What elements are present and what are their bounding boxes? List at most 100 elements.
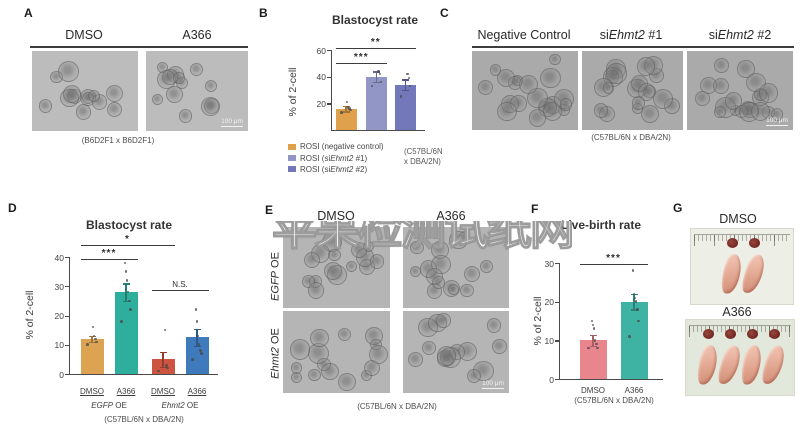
data-point [590,319,594,323]
panel-c-header-rule [472,46,794,48]
data-point [194,308,198,311]
embryo-blob [492,339,507,354]
data-point [120,320,123,323]
embryo-blob [467,369,481,384]
panel-b-legend: ROSI (negative control) ROSI (siEhmt2 #1… [288,141,384,175]
y-tick-mark [65,374,69,376]
significance-label: *** [606,253,621,264]
group-label: Ehmt2 OE [161,401,199,410]
data-point [92,334,96,338]
embryo-blob [640,104,659,123]
placenta [768,329,780,339]
y-tick-mark [65,286,69,288]
error-bar-cap [159,366,167,368]
bar [80,338,104,374]
error-bar [162,352,164,367]
panel-f-caption: (C57BL/6N x DBA/2N) [574,396,654,405]
x-tick-label: A366 [116,387,136,396]
embryo-blob [464,266,481,283]
embryo-blob [559,98,573,111]
data-point [200,352,203,355]
bar [366,76,387,130]
newborn-pup [695,344,719,386]
data-point [191,358,194,361]
newborn-pup [715,343,743,387]
data-point [128,299,131,303]
significance-label: *** [101,248,117,259]
embryo-blob [328,248,341,262]
error-bar [125,283,127,301]
data-point [126,290,130,294]
newborn-pup [759,343,787,387]
embryo-blob [632,96,646,110]
panel-a-header-rule [30,46,248,48]
error-bar-cap [402,79,409,81]
y-tick-label: 10 [54,340,64,351]
placenta [746,329,758,339]
panel-e-row-ehmt2: Ehmt2 OE [269,328,282,379]
y-tick-label: 40 [316,72,326,83]
data-point [124,270,128,273]
panel-b-strain: (C57BL/6N x DBA/2N) [404,147,443,166]
placenta [726,238,738,248]
panel-f-label: F [531,202,539,216]
micrograph-c-si2: 100 μm [687,51,793,130]
embryo-blob [337,327,352,342]
y-tick-label: 30 [544,258,554,269]
embryo-blob [63,84,82,104]
panel-c-caption: (C57BL/6N x DBA/2N) [591,133,671,142]
data-point [631,269,635,273]
data-point [199,349,202,352]
scale-bar: 100 μm [482,380,504,389]
legend-label: ROSI (negative control) [300,142,384,152]
embryo-blob [369,254,385,269]
panel-c-label: C [440,6,449,20]
embryo-blob [713,105,726,118]
embryo-blob [447,284,459,296]
embryo-blob [205,80,218,93]
embryo-blob [178,109,193,123]
data-point [634,300,638,303]
embryo-blob [480,260,493,274]
y-tick-label: 40 [54,252,64,263]
data-point [125,279,129,282]
data-point [91,325,95,329]
data-point [377,70,380,73]
embryo-blob [410,240,425,255]
ruler [689,325,791,337]
scale-bar: 100 μm [221,118,243,127]
panel-a-label: A [24,6,33,20]
error-bar [345,106,347,112]
micrograph-c-negctrl [472,51,578,130]
significance-line [151,290,209,292]
significance-label: ** [370,37,381,48]
embryo-blob [431,276,446,290]
scale-bar: 100 μm [766,117,788,126]
y-tick-mark [555,340,559,342]
embryo-blob [166,86,183,103]
micrograph-c-si1 [582,51,683,130]
embryo-blob [338,372,356,391]
newborn-pup [719,253,743,295]
y-tick-label: 0 [549,374,554,385]
panel-f-ylabel: % of 2-cell [532,296,544,346]
embryo-blob [408,352,424,368]
embryo-blob [751,102,770,121]
embryo-blob [695,91,710,106]
error-bar-cap [193,346,201,348]
x-tick-label: A366 [624,386,644,395]
embryo-blob [190,62,204,76]
data-point [86,343,89,347]
error-bar-cap [122,283,130,285]
bar [620,301,648,379]
panel-g-col-a366: A366 [722,305,752,319]
error-bar-cap [193,328,201,330]
embryo-blob [518,74,538,94]
micrograph-e-egfp-dmso [283,227,390,308]
embryo-blob [636,57,655,76]
data-point [591,323,595,327]
y-tick-mark [555,379,559,381]
error-bar [196,328,198,347]
legend-item: ROSI (siEhmt2 #2) [288,164,384,175]
panel-d-title: Blastocyst rate [85,218,173,232]
